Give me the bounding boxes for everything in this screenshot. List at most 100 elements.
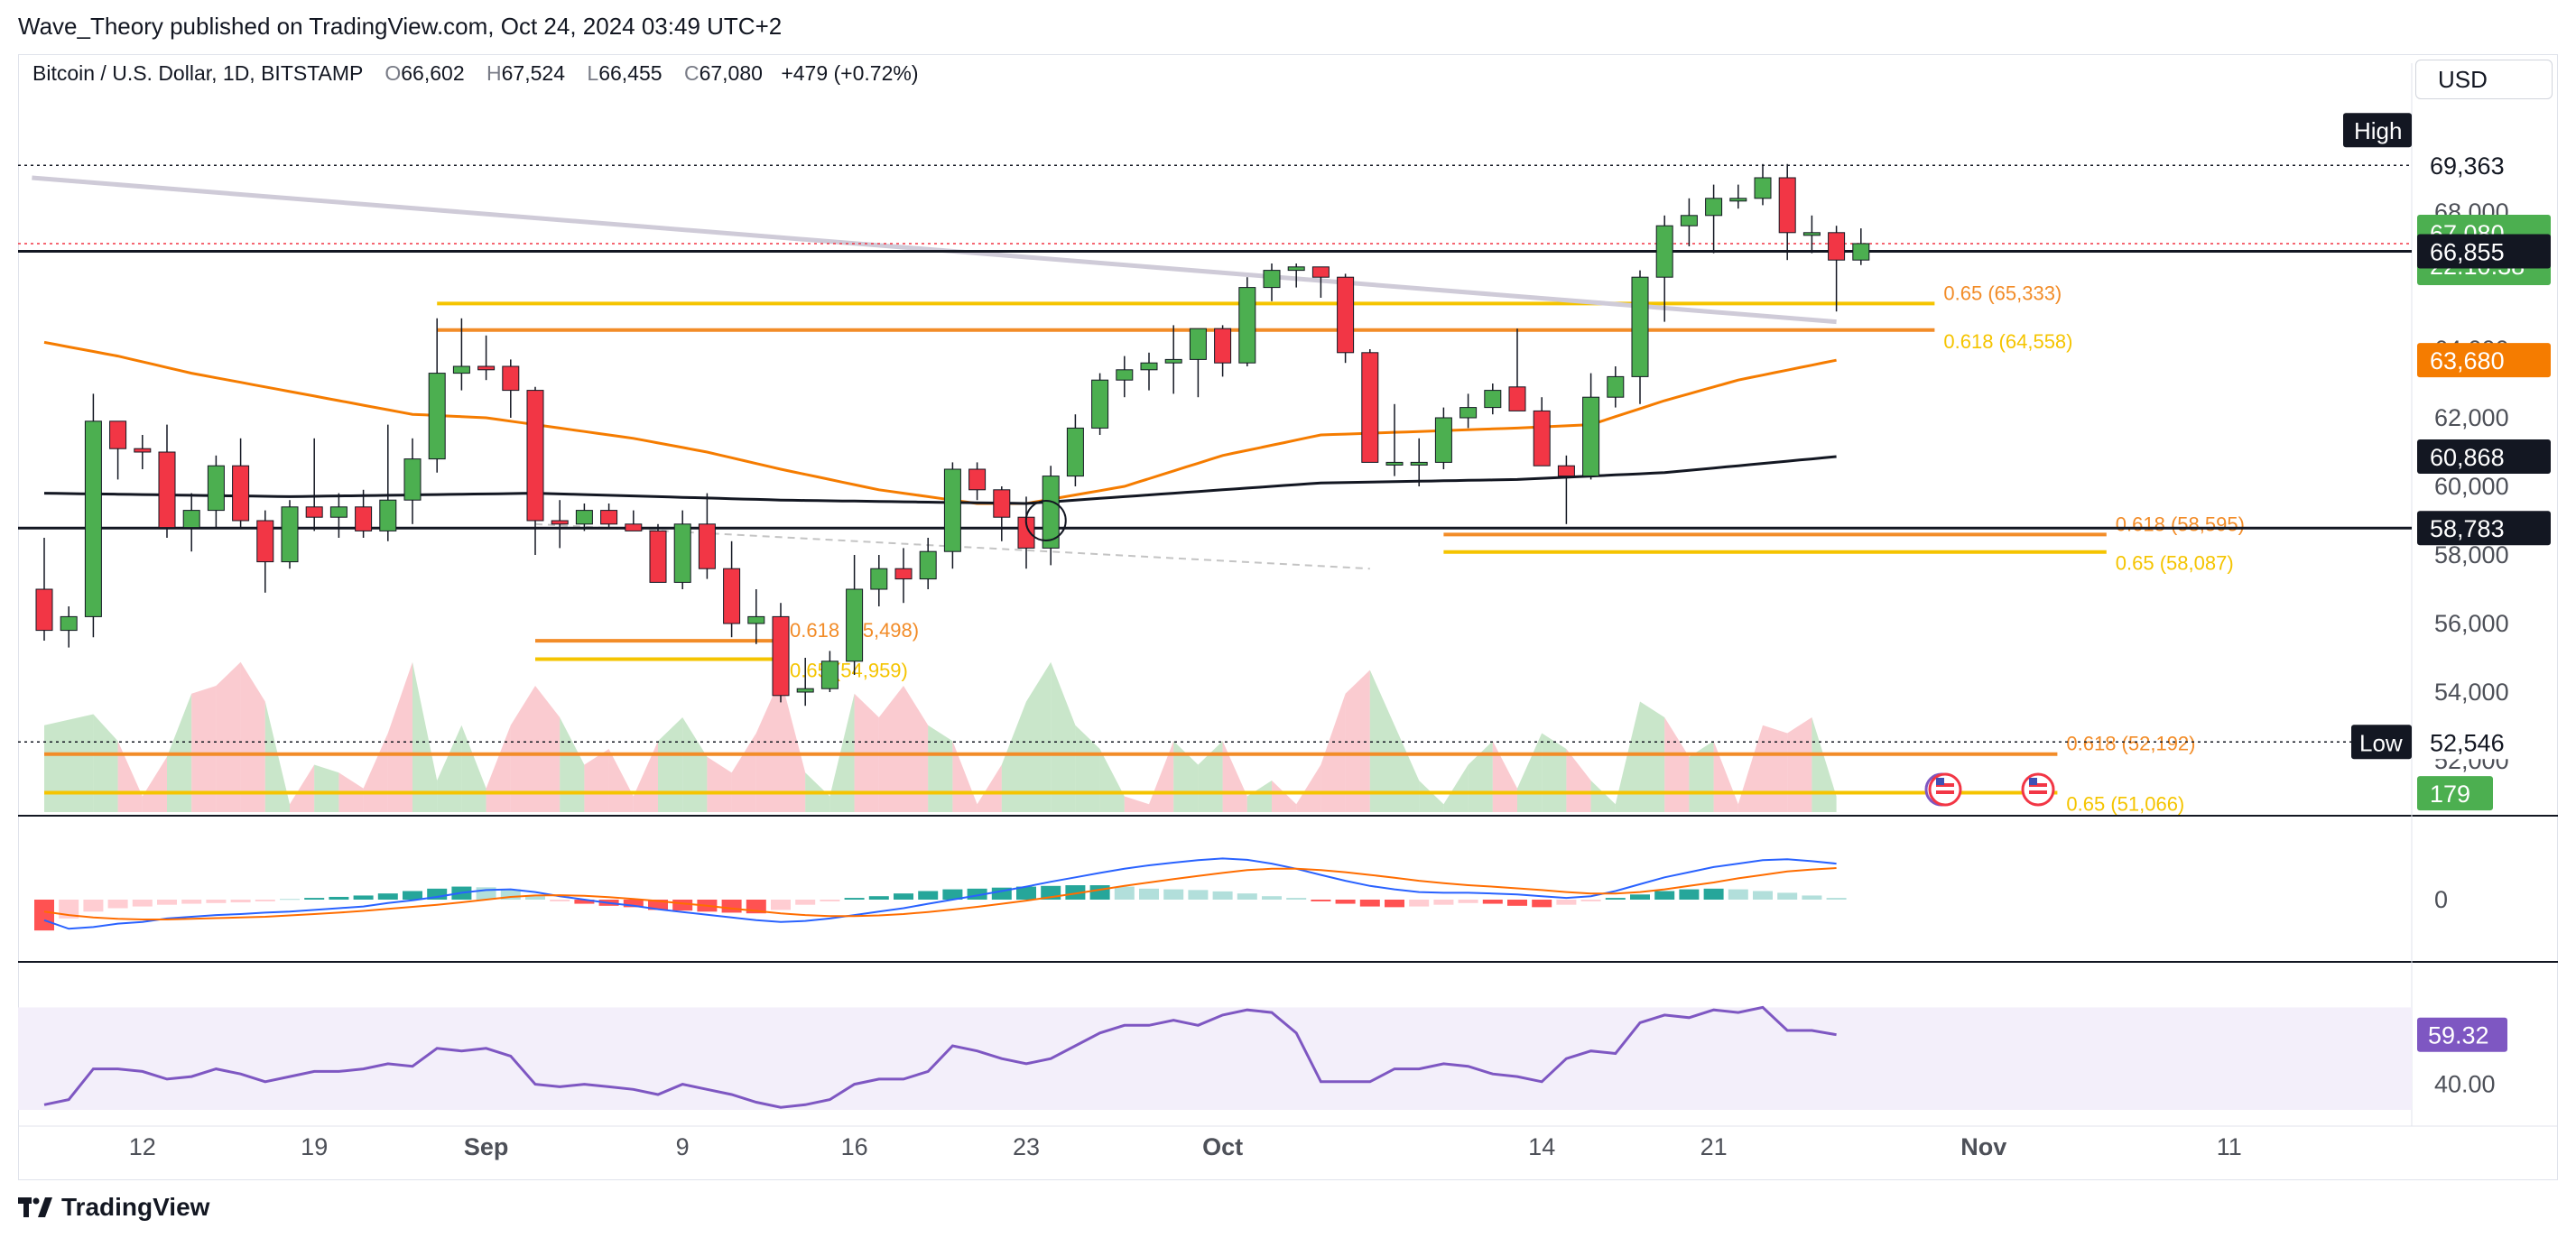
volume-area-segment — [1051, 661, 1076, 812]
candle-body — [1533, 410, 1551, 467]
low-tag-text: Low — [2359, 729, 2403, 756]
ema200-price-badge-text: 60,868 — [2430, 444, 2505, 471]
volume-badge-text: 179 — [2430, 781, 2470, 808]
low-price-badge — [2417, 725, 2551, 760]
volume-area-segment — [1222, 741, 1247, 812]
macd-histogram-bar — [34, 900, 54, 931]
fib-label: 0.618 (64,558) — [1943, 330, 2072, 353]
macd-histogram-bar — [1605, 898, 1626, 900]
candle-body — [846, 588, 864, 662]
candle-body — [329, 506, 347, 518]
rsi-band — [18, 1007, 2412, 1110]
macd-histogram-bar — [1580, 900, 1601, 901]
volume-badge — [2417, 776, 2493, 811]
candle-body — [993, 489, 1011, 518]
volume-area-segment — [1296, 764, 1321, 812]
macd-histogram-bar — [1532, 900, 1552, 908]
macd-histogram-bar — [83, 900, 104, 912]
volume-area-segment — [1345, 670, 1370, 812]
macd-histogram-bar — [820, 900, 840, 901]
resistance-level-badge-text: 66,855 — [2430, 239, 2505, 266]
volume-area-segment — [1443, 764, 1469, 812]
volume-area-segment — [1590, 781, 1616, 812]
currency-selector[interactable]: USD — [2415, 60, 2553, 99]
macd-histogram-bar — [894, 893, 913, 900]
volume-area-segment — [1689, 741, 1714, 812]
candle-body — [649, 530, 667, 583]
candle-body — [1655, 225, 1673, 278]
volume-area-segment — [1763, 725, 1788, 812]
macd-histogram-bar — [255, 900, 275, 901]
low-tag — [2351, 725, 2412, 760]
high-price-badge-text: 69,363 — [2430, 152, 2505, 180]
macd-histogram-bar — [868, 896, 889, 900]
volume-area-segment — [633, 741, 658, 812]
macd-histogram-bar — [403, 891, 422, 900]
candle-body — [1434, 417, 1452, 463]
close-key: C — [683, 61, 700, 85]
volume-area-segment — [93, 714, 118, 812]
candle-body — [747, 615, 765, 624]
volume-area-segment — [1566, 749, 1591, 812]
volume-area-segment — [1272, 781, 1297, 812]
macd-histogram-bar — [1753, 891, 1773, 900]
macd-histogram-bar — [206, 900, 227, 903]
macd-histogram-bar — [329, 896, 349, 900]
symbol-name[interactable]: Bitcoin / U.S. Dollar, 1D, BITSTAMP — [32, 61, 363, 85]
volume-area-segment — [461, 725, 486, 812]
macd-histogram-bar — [1826, 898, 1847, 900]
candle-body — [207, 465, 225, 512]
us-flag-icon-canton — [1936, 778, 1944, 785]
high-price-badge — [2417, 148, 2551, 183]
time-axis-label: 11 — [2217, 1133, 2242, 1160]
volume-area-segment — [928, 725, 953, 812]
candle-body — [379, 499, 397, 531]
candle-body — [894, 568, 913, 580]
candle-body — [1508, 386, 1526, 411]
time-axis-label: 12 — [129, 1133, 156, 1160]
open-key: O — [385, 61, 402, 85]
open-value: 66,602 — [401, 61, 465, 85]
macd-histogram-bar — [574, 900, 595, 904]
chart-canvas[interactable]: 0.65 (65,333) 0.618 (64,558) 0.618 (58,595… — [0, 0, 2576, 1182]
macd-histogram-bar — [1163, 889, 1184, 900]
candle-body — [820, 661, 839, 689]
macd-histogram-bar — [1385, 900, 1404, 908]
candle-body — [1631, 276, 1649, 377]
macd-histogram-bar — [1777, 892, 1798, 900]
volume-area-segment — [755, 678, 781, 812]
candle-body — [305, 506, 323, 518]
candle-body — [1263, 270, 1281, 289]
candle-body — [84, 420, 102, 617]
price-tick-label: 56,000 — [2434, 610, 2509, 637]
macd-histogram-bar — [280, 899, 300, 901]
support-level-badge — [2417, 511, 2551, 546]
candle-body — [1754, 177, 1772, 199]
us-flag-icon-stripe — [1936, 790, 1954, 794]
candle-body — [502, 365, 520, 392]
volume-area-segment — [1369, 670, 1395, 812]
candle-body — [477, 365, 496, 371]
candle-body — [1140, 362, 1158, 371]
rsi-value-badge — [2417, 1017, 2507, 1052]
candle-body — [1042, 476, 1060, 549]
volume-area-segment — [1664, 717, 1690, 812]
volume-area-segment — [142, 756, 167, 812]
volume-area-segment — [510, 686, 535, 812]
time-axis-label: 16 — [841, 1133, 868, 1160]
volume-area-segment — [658, 717, 683, 812]
volume-area-segment — [1615, 701, 1640, 812]
volume-area-segment — [363, 733, 388, 812]
volume-area-segment — [878, 686, 903, 812]
macd-histogram-bar — [1630, 894, 1650, 900]
candle-body — [60, 615, 78, 632]
candle-body — [1385, 461, 1404, 466]
volume-area-segment — [117, 741, 143, 812]
candle-body — [1091, 379, 1109, 429]
macd-histogram-bar — [1359, 900, 1380, 907]
macd-histogram-bar — [1507, 900, 1527, 906]
macd-histogram-bar — [1262, 896, 1282, 900]
volume-area-segment — [1737, 725, 1763, 812]
low-value: 66,455 — [598, 61, 663, 85]
volume-area-segment — [1517, 733, 1543, 812]
